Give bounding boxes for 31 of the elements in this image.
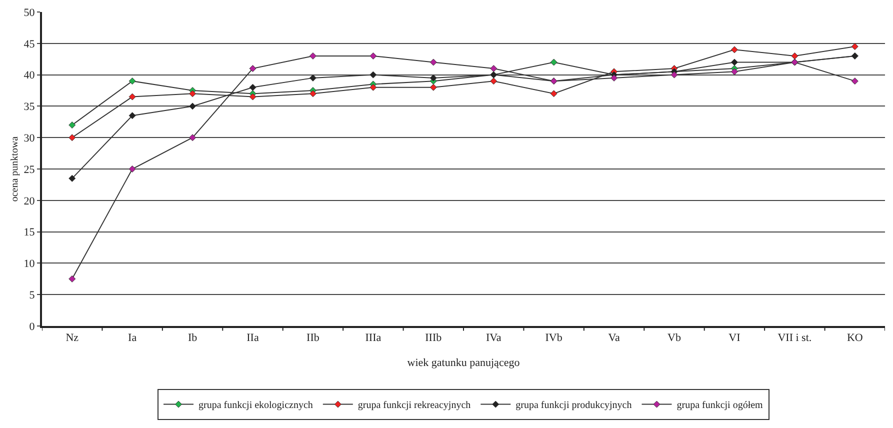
y-tick-label: 50: [24, 6, 36, 19]
x-tick-label: IIa: [246, 332, 259, 344]
x-tick-label: Nz: [66, 332, 79, 344]
x-tick-label: Vb: [668, 332, 682, 344]
x-tick-label: IIb: [306, 332, 320, 344]
x-tick-label: IVa: [486, 332, 502, 344]
y-axis-title: ocena punktowa: [9, 136, 20, 202]
y-tick-label: 30: [24, 132, 36, 144]
x-tick-label: VII i st.: [778, 332, 812, 344]
legend-label: grupa funkcji ekologicznych: [198, 400, 313, 412]
x-tick-label: Va: [608, 332, 620, 344]
x-axis-title: wiek gatunku panującego: [407, 356, 520, 369]
y-tick-label: 5: [29, 289, 36, 302]
x-tick-label: Ib: [188, 332, 198, 344]
x-tick-label: Ia: [128, 332, 137, 344]
y-tick-label: 35: [24, 101, 36, 114]
legend-label: grupa funkcji produkcyjnych: [516, 400, 632, 412]
legend-label: grupa funkcji ogółem: [676, 400, 764, 412]
y-tick-label: 25: [24, 164, 36, 176]
x-tick-label: VI: [728, 332, 741, 344]
x-tick-label: KO: [846, 332, 863, 344]
y-tick-label: 15: [24, 226, 36, 239]
legend-label: grupa funkcji rekreacyjnych: [358, 400, 471, 412]
y-tick-label: 45: [24, 38, 36, 50]
y-tick-label: 40: [24, 70, 36, 82]
y-tick-label: 0: [29, 320, 36, 333]
x-tick-label: IIIb: [425, 332, 442, 344]
x-tick-label: IVb: [545, 332, 563, 344]
y-tick-label: 10: [24, 258, 36, 270]
y-tick-label: 20: [24, 195, 36, 208]
x-tick-label: IIIa: [365, 332, 382, 344]
